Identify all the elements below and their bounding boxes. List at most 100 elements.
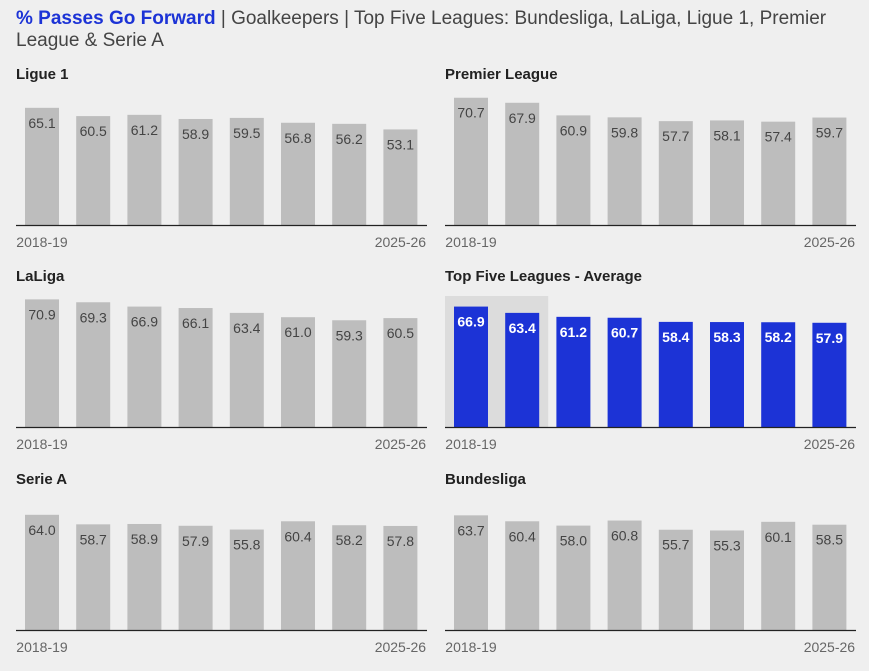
bar — [25, 514, 59, 630]
bar-value-label: 61.2 — [131, 122, 158, 138]
bar — [178, 525, 213, 630]
bar — [383, 525, 418, 630]
bar — [761, 521, 796, 630]
bar-value-label: 58.9 — [131, 531, 158, 547]
bar-value-label: 60.9 — [560, 122, 587, 138]
bar — [281, 122, 315, 225]
bar-value-label: 65.1 — [28, 115, 55, 131]
bar — [812, 322, 847, 427]
bar — [281, 317, 315, 427]
bar — [607, 520, 642, 630]
panel-laliga: LaLiga 70.9 69.3 66.9 66.1 63.4 61.0 59.3 60.5 2… — [16, 268, 427, 458]
bar-value-label: 59.3 — [336, 327, 363, 343]
bar-value-label: 66.9 — [457, 314, 484, 330]
bar — [505, 521, 540, 630]
bar — [658, 121, 693, 225]
bar-value-label: 58.5 — [816, 532, 843, 548]
title-accent: % Passes Go Forward — [16, 8, 216, 29]
bar — [383, 318, 418, 427]
bar-value-label: 53.1 — [387, 136, 414, 152]
bar — [383, 129, 418, 225]
bar-value-label: 69.3 — [80, 309, 107, 325]
chart-title: % Passes Go Forward | Goalkeepers | Top … — [16, 8, 856, 52]
x-tick-label: 2018-19 — [445, 639, 497, 655]
bar — [658, 321, 693, 427]
bar-value-label: 58.0 — [560, 533, 587, 549]
bar — [127, 114, 162, 225]
bar — [76, 116, 111, 225]
panel-title: LaLiga — [16, 268, 65, 285]
bar-value-label: 60.4 — [284, 528, 311, 544]
bar-value-label: 70.7 — [457, 105, 484, 121]
bar-value-label: 67.9 — [509, 110, 536, 126]
x-tick-label: 2025-26 — [804, 436, 856, 452]
x-tick-label: 2025-26 — [375, 436, 427, 452]
bar-chart-svg: 63.7 60.4 58.0 60.8 55.7 55.3 60.1 58.5 2018-19 2… — [445, 515, 856, 655]
bar — [607, 117, 642, 225]
bar-value-label: 56.2 — [336, 131, 363, 147]
panel-ligue-1: Ligue 1 65.1 60.5 61.2 58.9 59.5 56.8 56.2 53.1… — [16, 66, 427, 256]
bar — [658, 529, 693, 630]
bar-value-label: 58.9 — [182, 126, 209, 142]
bar-value-label: 63.4 — [233, 320, 260, 336]
bar-value-label: 57.9 — [182, 533, 209, 549]
bar — [812, 524, 847, 630]
bar-value-label: 58.7 — [80, 531, 107, 547]
bar — [178, 118, 213, 225]
bar-value-label: 58.4 — [662, 329, 689, 345]
panel-title: Serie A — [16, 471, 68, 488]
bar — [505, 312, 540, 427]
bar-value-label: 58.1 — [713, 127, 740, 143]
bar-value-label: 56.8 — [284, 130, 311, 146]
x-tick-label: 2025-26 — [804, 639, 856, 655]
bar — [332, 123, 367, 225]
panel-serie-a: Serie A 64.0 58.7 58.9 57.9 55.8 60.4 58.2 57.8… — [16, 471, 427, 661]
bar — [761, 121, 796, 225]
bar-chart-svg: 66.9 63.4 61.2 60.7 58.4 58.3 58.2 57.9 2018-19 2… — [445, 296, 856, 452]
panel-title: Bundesliga — [445, 471, 526, 488]
bar-chart-svg: 65.1 60.5 61.2 58.9 59.5 56.8 56.2 53.1 2018-19 2… — [16, 107, 427, 250]
bar — [332, 525, 367, 630]
bar — [607, 317, 642, 427]
bar-value-label: 60.8 — [611, 528, 638, 544]
bar — [812, 117, 847, 225]
x-tick-label: 2025-26 — [375, 234, 427, 250]
bar-value-label: 60.7 — [611, 325, 638, 341]
bar-value-label: 59.8 — [611, 124, 638, 140]
bar — [454, 515, 488, 630]
panel-premier-league: Premier League 70.7 67.9 60.9 59.8 57.7 58.1 5… — [445, 66, 856, 256]
bar — [556, 316, 591, 427]
bar-value-label: 60.5 — [387, 325, 414, 341]
bar — [76, 524, 111, 630]
bar-value-label: 61.2 — [560, 324, 587, 340]
bar-value-label: 59.7 — [816, 125, 843, 141]
x-tick-label: 2018-19 — [445, 234, 497, 250]
bar-value-label: 57.9 — [816, 330, 843, 346]
bar-value-label: 61.0 — [284, 324, 311, 340]
bar — [229, 529, 264, 630]
bar-value-label: 58.2 — [765, 329, 792, 345]
panel-bundesliga: Bundesliga 63.7 60.4 58.0 60.8 55.7 55.3 60.1 5… — [445, 471, 856, 661]
x-tick-label: 2025-26 — [804, 234, 856, 250]
bar-chart-svg: 70.7 67.9 60.9 59.8 57.7 58.1 57.4 59.7 2018-19 2… — [445, 97, 856, 250]
bar-value-label: 60.5 — [80, 123, 107, 139]
bar-value-label: 57.8 — [387, 533, 414, 549]
bar-value-label: 63.4 — [509, 320, 536, 336]
bar — [332, 320, 367, 427]
x-tick-label: 2018-19 — [16, 639, 68, 655]
bar-value-label: 59.5 — [233, 125, 260, 141]
bar-value-label: 63.7 — [457, 522, 484, 538]
bar-value-label: 70.9 — [28, 306, 55, 322]
panel-top-five-average: Top Five Leagues - Average 66.9 63.4 61.2 6… — [445, 268, 856, 458]
bar — [127, 523, 162, 630]
bar — [229, 117, 264, 225]
bar — [710, 530, 744, 630]
bar — [25, 107, 59, 225]
x-tick-label: 2025-26 — [375, 639, 427, 655]
bar — [505, 102, 540, 225]
bar — [281, 521, 315, 630]
bar — [454, 97, 488, 225]
panel-title: Ligue 1 — [16, 66, 69, 83]
bar-value-label: 55.8 — [233, 537, 260, 553]
x-tick-label: 2018-19 — [16, 234, 68, 250]
